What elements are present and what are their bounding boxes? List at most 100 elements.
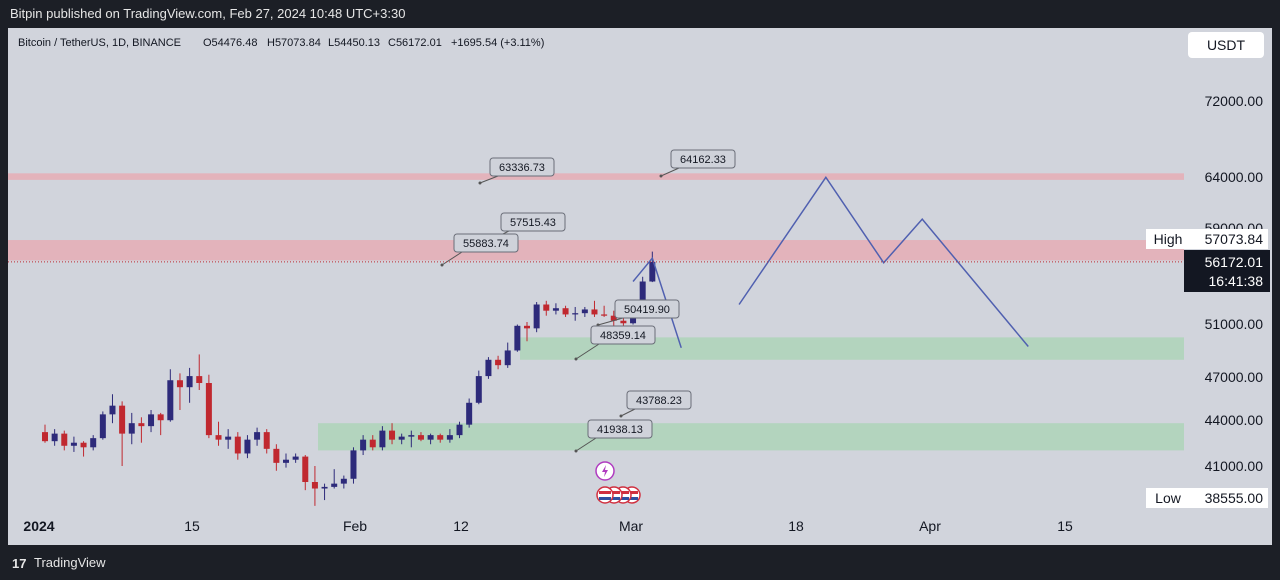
candle[interactable] [196,354,203,391]
candle[interactable] [244,435,251,459]
candle[interactable] [176,373,183,410]
candle[interactable] [321,483,328,501]
candle[interactable] [572,306,579,321]
candle[interactable] [51,429,58,446]
price-annotation[interactable]: 57515.43 [493,212,566,240]
candle[interactable] [138,417,145,443]
candle[interactable] [234,432,241,460]
candle[interactable] [533,302,540,333]
candle[interactable] [90,435,97,451]
publisher-text: Bitpin published on TradingView.com, Feb… [10,6,406,21]
x-tick-label: Apr [919,518,941,534]
annotation-text: 55883.74 [463,238,509,250]
chart-frame[interactable]: 63336.73 64162.33 57515.43 55883.74 50419.90… [8,28,1272,545]
price-annotation[interactable]: 41938.13 [574,419,653,453]
annotation-text: 57515.43 [510,217,556,229]
legend-low: L54450.13 [328,37,380,49]
tradingview-logo-icon: 17 [12,556,27,571]
legend: Bitcoin / TetherUS, 1D, BINANCE O54476.4… [18,37,544,49]
candle[interactable] [225,429,232,449]
candle[interactable] [601,305,608,317]
candle[interactable] [205,374,212,439]
low-tag [1146,488,1190,508]
support-zone[interactable] [520,337,1184,360]
candle[interactable] [485,357,492,379]
candle[interactable] [99,411,106,440]
high-tag [1146,229,1190,249]
candle[interactable] [61,430,68,451]
candle[interactable] [466,398,473,428]
candle[interactable] [157,412,164,436]
candle[interactable] [80,441,87,457]
y-tick-label: 51000.00 [1205,316,1264,332]
y-tick-label: 44000.00 [1205,412,1264,428]
candle[interactable] [552,303,559,315]
candle[interactable] [389,423,396,445]
x-tick-label: 15 [184,518,200,534]
price-annotation[interactable]: 64162.33 [659,149,736,178]
resistance-zone[interactable] [8,240,1184,261]
candle[interactable] [360,435,367,456]
candle[interactable] [331,469,338,489]
candle[interactable] [417,432,424,442]
candle[interactable] [302,455,309,491]
candle[interactable] [254,427,261,446]
candle[interactable] [581,306,588,317]
last-price-tag [1184,250,1270,292]
projection-path-2[interactable] [738,176,1029,347]
candle[interactable] [119,401,126,466]
candle[interactable] [591,300,598,317]
us-flag-icon[interactable] [596,486,614,504]
candle[interactable] [437,433,444,443]
y-tick-label: 72000.00 [1205,93,1264,109]
price-annotation[interactable]: 55883.74 [440,233,519,267]
resistance-zone[interactable] [8,173,1184,180]
low-label: Low [1155,490,1182,506]
candle[interactable] [148,409,155,433]
candle[interactable] [369,435,376,451]
price-annotation[interactable]: 43788.23 [619,390,692,418]
candle[interactable] [408,430,415,448]
candle[interactable] [456,421,463,439]
annotation-text: 63336.73 [499,162,545,174]
candle[interactable] [273,444,280,471]
y-tick-label: 64000.00 [1205,169,1264,185]
candle[interactable] [167,369,174,422]
candle[interactable] [446,429,453,443]
candle[interactable] [263,429,270,454]
candle[interactable] [42,424,48,443]
currency-button[interactable]: USDT [1188,32,1264,58]
candle[interactable] [128,412,135,445]
candle[interactable] [340,475,347,489]
legend-high: H57073.84 [267,37,321,49]
candle[interactable] [504,342,511,368]
candle[interactable] [495,355,502,370]
candle[interactable] [427,433,434,445]
y-tick-label: 41000.00 [1205,458,1264,474]
candle[interactable] [514,324,521,352]
candle[interactable] [398,433,405,445]
price-annotation[interactable]: 63336.73 [478,157,555,185]
candle[interactable] [524,321,530,342]
candle[interactable] [543,300,550,316]
candle[interactable] [186,367,193,403]
candle[interactable] [379,426,386,451]
candle[interactable] [109,394,116,424]
candle[interactable] [215,421,222,446]
candle[interactable] [610,310,617,329]
price-annotation[interactable]: 48359.14 [574,325,656,361]
candle[interactable] [283,453,289,468]
annotation-text: 48359.14 [600,330,646,342]
legend-close: C56172.01 [388,37,442,49]
candle[interactable] [292,453,299,463]
brand-name: TradingView [34,555,106,570]
candle[interactable] [649,251,656,283]
price-annotation[interactable]: 50419.90 [596,299,680,327]
candle[interactable] [350,447,357,484]
candle[interactable] [311,466,318,506]
x-tick-label: Mar [619,518,643,534]
candle[interactable] [70,436,77,452]
candle[interactable] [475,370,482,405]
candle[interactable] [562,305,569,317]
